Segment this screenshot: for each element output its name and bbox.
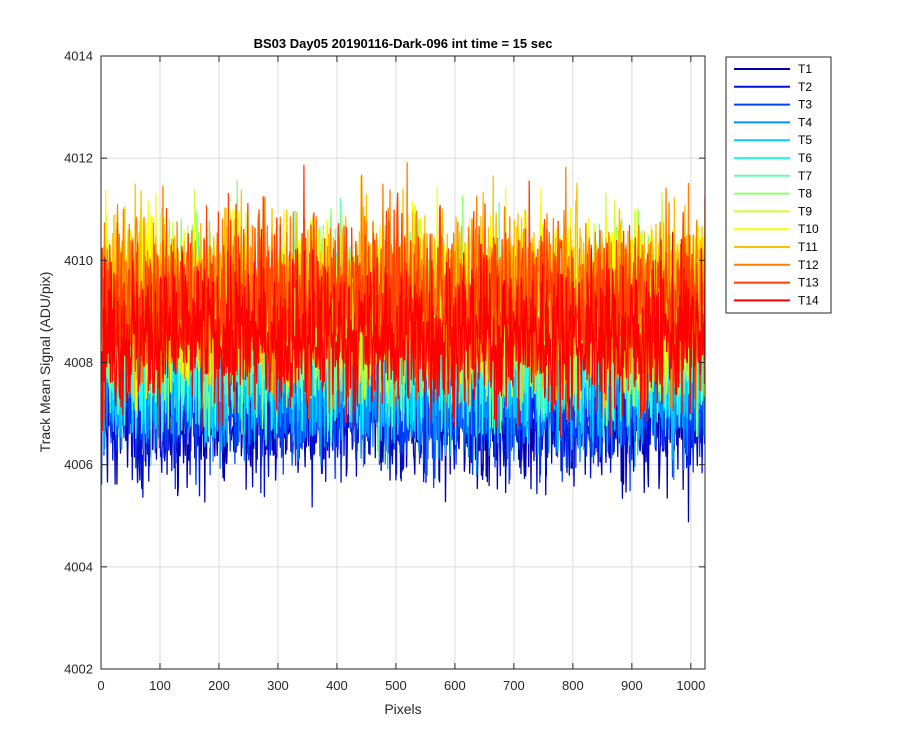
legend-label-t7: T7	[798, 169, 812, 183]
legend-label-t2: T2	[798, 80, 812, 94]
legend-box	[725, 56, 832, 314]
legend-label-t5: T5	[798, 133, 812, 147]
x-tick-label: 1000	[676, 678, 705, 693]
legend-label-t10: T10	[798, 222, 819, 236]
x-tick-label: 300	[267, 678, 289, 693]
y-tick-label: 4004	[64, 559, 93, 574]
x-tick-label: 700	[503, 678, 525, 693]
legend: T1 T2 T3 T4 T5 T6 T7 T8 T9 T10 T11 T12 T13 T14	[725, 56, 832, 314]
x-axis-label: Pixels	[384, 701, 421, 717]
x-tick-label: 800	[562, 678, 584, 693]
x-tick-label: 400	[326, 678, 348, 693]
series-line-t14	[101, 228, 705, 449]
legend-label-t8: T8	[798, 187, 812, 201]
y-tick-label: 4006	[64, 457, 93, 472]
y-tick-label: 4008	[64, 355, 93, 370]
x-tick-label: 100	[149, 678, 171, 693]
x-tick-label: 900	[621, 678, 643, 693]
legend-label-t6: T6	[798, 151, 812, 165]
legend-label-t11: T11	[798, 240, 818, 254]
y-axis: 4002 4004 4006 4008 4010 4012 4014	[64, 49, 705, 677]
series-lines	[101, 162, 705, 523]
legend-label-t4: T4	[798, 115, 812, 129]
x-tick-label: 500	[385, 678, 407, 693]
x-tick-label: 200	[208, 678, 230, 693]
legend-label-t9: T9	[798, 204, 812, 218]
legend-label-t3: T3	[798, 98, 812, 112]
legend-label-t14: T14	[798, 293, 819, 307]
legend-label-t13: T13	[798, 276, 819, 290]
x-tick-label: 600	[444, 678, 466, 693]
x-tick-label: 0	[97, 678, 104, 693]
y-tick-label: 4002	[64, 662, 93, 677]
y-tick-label: 4014	[64, 49, 93, 64]
legend-label-t12: T12	[798, 258, 819, 272]
legend-label-t1: T1	[798, 62, 812, 76]
x-axis: 0 100 200 300 400 500 600 700 800 900 1000	[97, 56, 705, 693]
y-axis-label: Track Mean Signal (ADU/pix)	[37, 272, 53, 453]
y-tick-label: 4012	[64, 151, 93, 166]
chart-title: BS03 Day05 20190116-Dark-096 int time = …	[254, 36, 553, 51]
y-tick-label: 4010	[64, 253, 93, 268]
